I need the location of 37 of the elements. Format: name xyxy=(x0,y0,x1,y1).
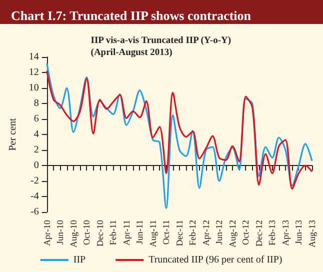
x-tick-label: Dec-11 xyxy=(174,220,184,246)
y-tick-label: 8 xyxy=(34,98,39,109)
x-tick-label: Feb-12 xyxy=(188,220,198,246)
legend-label: IIP xyxy=(73,254,86,266)
x-tick-label: Jun-10 xyxy=(55,220,66,244)
x-tick-label: Dec-12 xyxy=(254,220,264,246)
y-tick-label: -2 xyxy=(30,176,39,186)
x-tick-label: Dec-10 xyxy=(94,220,105,246)
x-tick-label: Oct-12 xyxy=(240,220,251,245)
x-tick-label: Apr-12 xyxy=(200,220,211,246)
x-tick-label: Feb-13 xyxy=(267,220,278,246)
y-tick-label: 6 xyxy=(34,114,39,124)
y-tick-label: 2 xyxy=(34,144,39,156)
x-tick-label: Aug-10 xyxy=(68,220,78,248)
x-tick-label: Jun-13 xyxy=(294,220,304,244)
x-tick-label: Apr-10 xyxy=(42,220,52,246)
y-tick-label: 12 xyxy=(28,67,39,78)
y-tick-label: 4 xyxy=(34,129,39,140)
chart-subtitle: IIP vis-a-vis Truncated IIP (Y-o-Y) (April-August 2013) xyxy=(90,36,232,58)
x-tick-label: Aug-12 xyxy=(227,220,238,248)
x-tick-label: Oct-10 xyxy=(82,220,92,245)
y-tick-label: 0 xyxy=(34,160,39,171)
y-tick-label: 14 xyxy=(28,52,39,62)
x-tick-label: Feb-11 xyxy=(108,220,118,246)
chart-title: Chart I.7: Truncated IIP shows contraction xyxy=(11,8,252,23)
y-tick-label: -6 xyxy=(30,206,39,218)
x-tick-label: Aug-11 xyxy=(148,220,158,248)
legend-label: Truncated IIP (96 per cent of IIP) xyxy=(148,254,282,266)
y-tick-label: 10 xyxy=(28,82,39,94)
x-tick-label: Apr-13 xyxy=(280,220,290,246)
x-tick-label: Oct-11 xyxy=(161,220,172,245)
x-tick-label: Jun-11 xyxy=(134,220,145,244)
y-axis-title: Per cent xyxy=(8,118,18,151)
x-tick-label: Apr-11 xyxy=(121,220,132,246)
x-tick-label: Jun-12 xyxy=(214,220,224,244)
x-tick-label: Aug-13 xyxy=(307,220,317,248)
y-tick-label: -4 xyxy=(30,191,39,202)
